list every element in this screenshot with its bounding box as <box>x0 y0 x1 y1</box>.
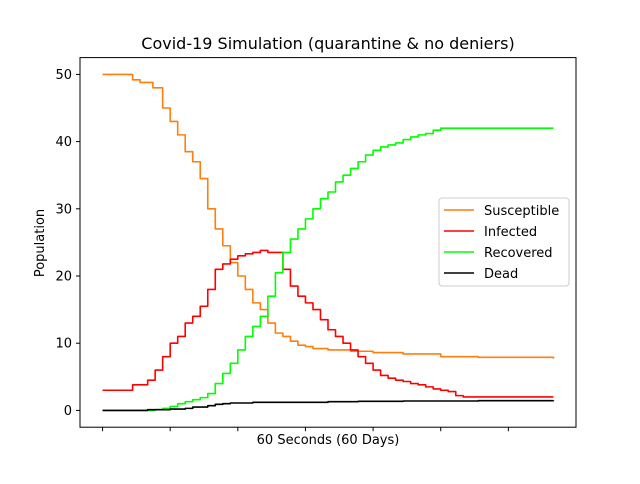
legend-label-recovered: Recovered <box>484 246 553 261</box>
chart-title: Covid-19 Simulation (quarantine & no den… <box>141 34 514 53</box>
y-tick-label: 0 <box>64 404 72 419</box>
y-tick-label: 50 <box>55 68 72 83</box>
legend-box <box>438 197 570 287</box>
y-axis-label: Population <box>33 209 48 277</box>
x-axis-ticks <box>102 427 509 432</box>
plot-frame <box>79 57 577 428</box>
x-axis-label: 60 Seconds (60 Days) <box>257 433 400 448</box>
y-tick-label: 30 <box>55 202 72 217</box>
y-tick-label: 40 <box>55 135 72 150</box>
series-line-infected <box>102 249 554 398</box>
series-layer <box>102 73 555 412</box>
legend-label-dead: Dead <box>484 267 518 282</box>
series-line-dead <box>102 399 555 412</box>
legend-label-susceptible: Susceptible <box>484 204 559 219</box>
y-tick-label: 20 <box>55 270 72 285</box>
y-tick-label: 10 <box>55 337 72 352</box>
series-line-recovered <box>102 127 554 412</box>
legend-label-infected: Infected <box>484 225 537 240</box>
chart-legend: Susceptible Infected Recovered Dead <box>438 197 570 287</box>
y-axis-ticks: 0 10 20 30 40 50 <box>55 68 80 419</box>
legend-items: Susceptible Infected Recovered Dead <box>444 204 559 282</box>
